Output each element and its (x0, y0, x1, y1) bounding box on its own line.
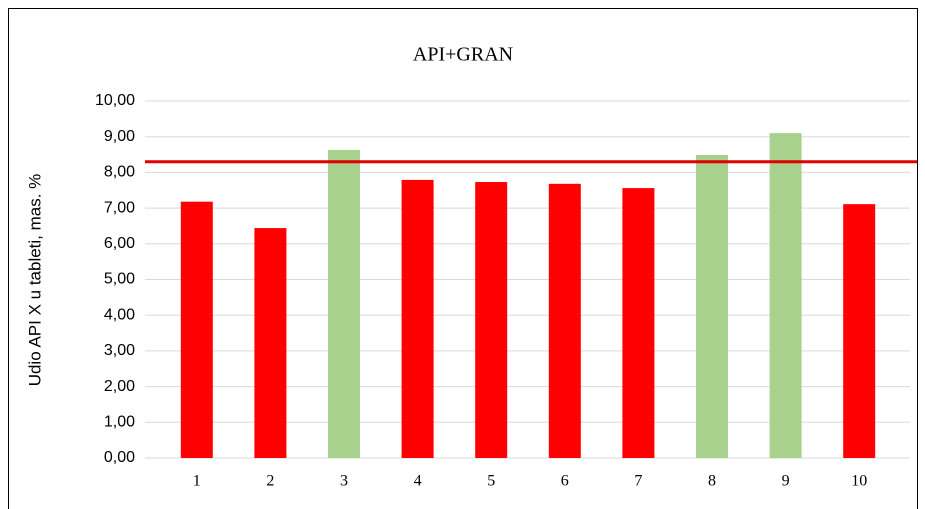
y-tick-label: 8,00 (104, 164, 135, 181)
x-tick-label: 2 (266, 473, 274, 490)
y-tick-label: 4,00 (104, 306, 135, 323)
bar (180, 201, 213, 458)
y-tick-label: 2,00 (104, 378, 135, 395)
y-tick-label: 9,00 (104, 128, 135, 145)
y-tick-label: 3,00 (104, 342, 135, 359)
x-tick-label: 3 (340, 473, 348, 490)
x-tick-label: 7 (634, 473, 642, 490)
bar (622, 188, 655, 458)
x-tick-label: 10 (851, 473, 867, 490)
bar (769, 133, 802, 458)
y-tick-label: 6,00 (104, 235, 135, 252)
y-tick-label: 5,00 (104, 271, 135, 288)
bar (475, 182, 508, 458)
x-tick-label: 4 (414, 473, 422, 490)
x-tick-label: 6 (561, 473, 569, 490)
x-tick-label: 1 (193, 473, 201, 490)
bar (843, 204, 876, 458)
y-tick-label: 7,00 (104, 199, 135, 216)
bar (696, 154, 728, 459)
bar (328, 149, 360, 458)
x-tick-label: 5 (487, 473, 495, 490)
y-tick-label: 1,00 (104, 414, 135, 431)
y-tick-label: 10,00 (95, 92, 135, 109)
bar (254, 228, 287, 458)
y-tick-label: 0,00 (104, 449, 135, 466)
bar (401, 179, 434, 458)
x-tick-label: 9 (782, 473, 790, 490)
x-tick-label: 8 (708, 473, 716, 490)
chart-title: API+GRAN (413, 44, 513, 66)
y-axis-label: Udio API X u tableti, mas. % (25, 174, 44, 387)
bar (548, 183, 581, 458)
chart-border (8, 8, 918, 509)
